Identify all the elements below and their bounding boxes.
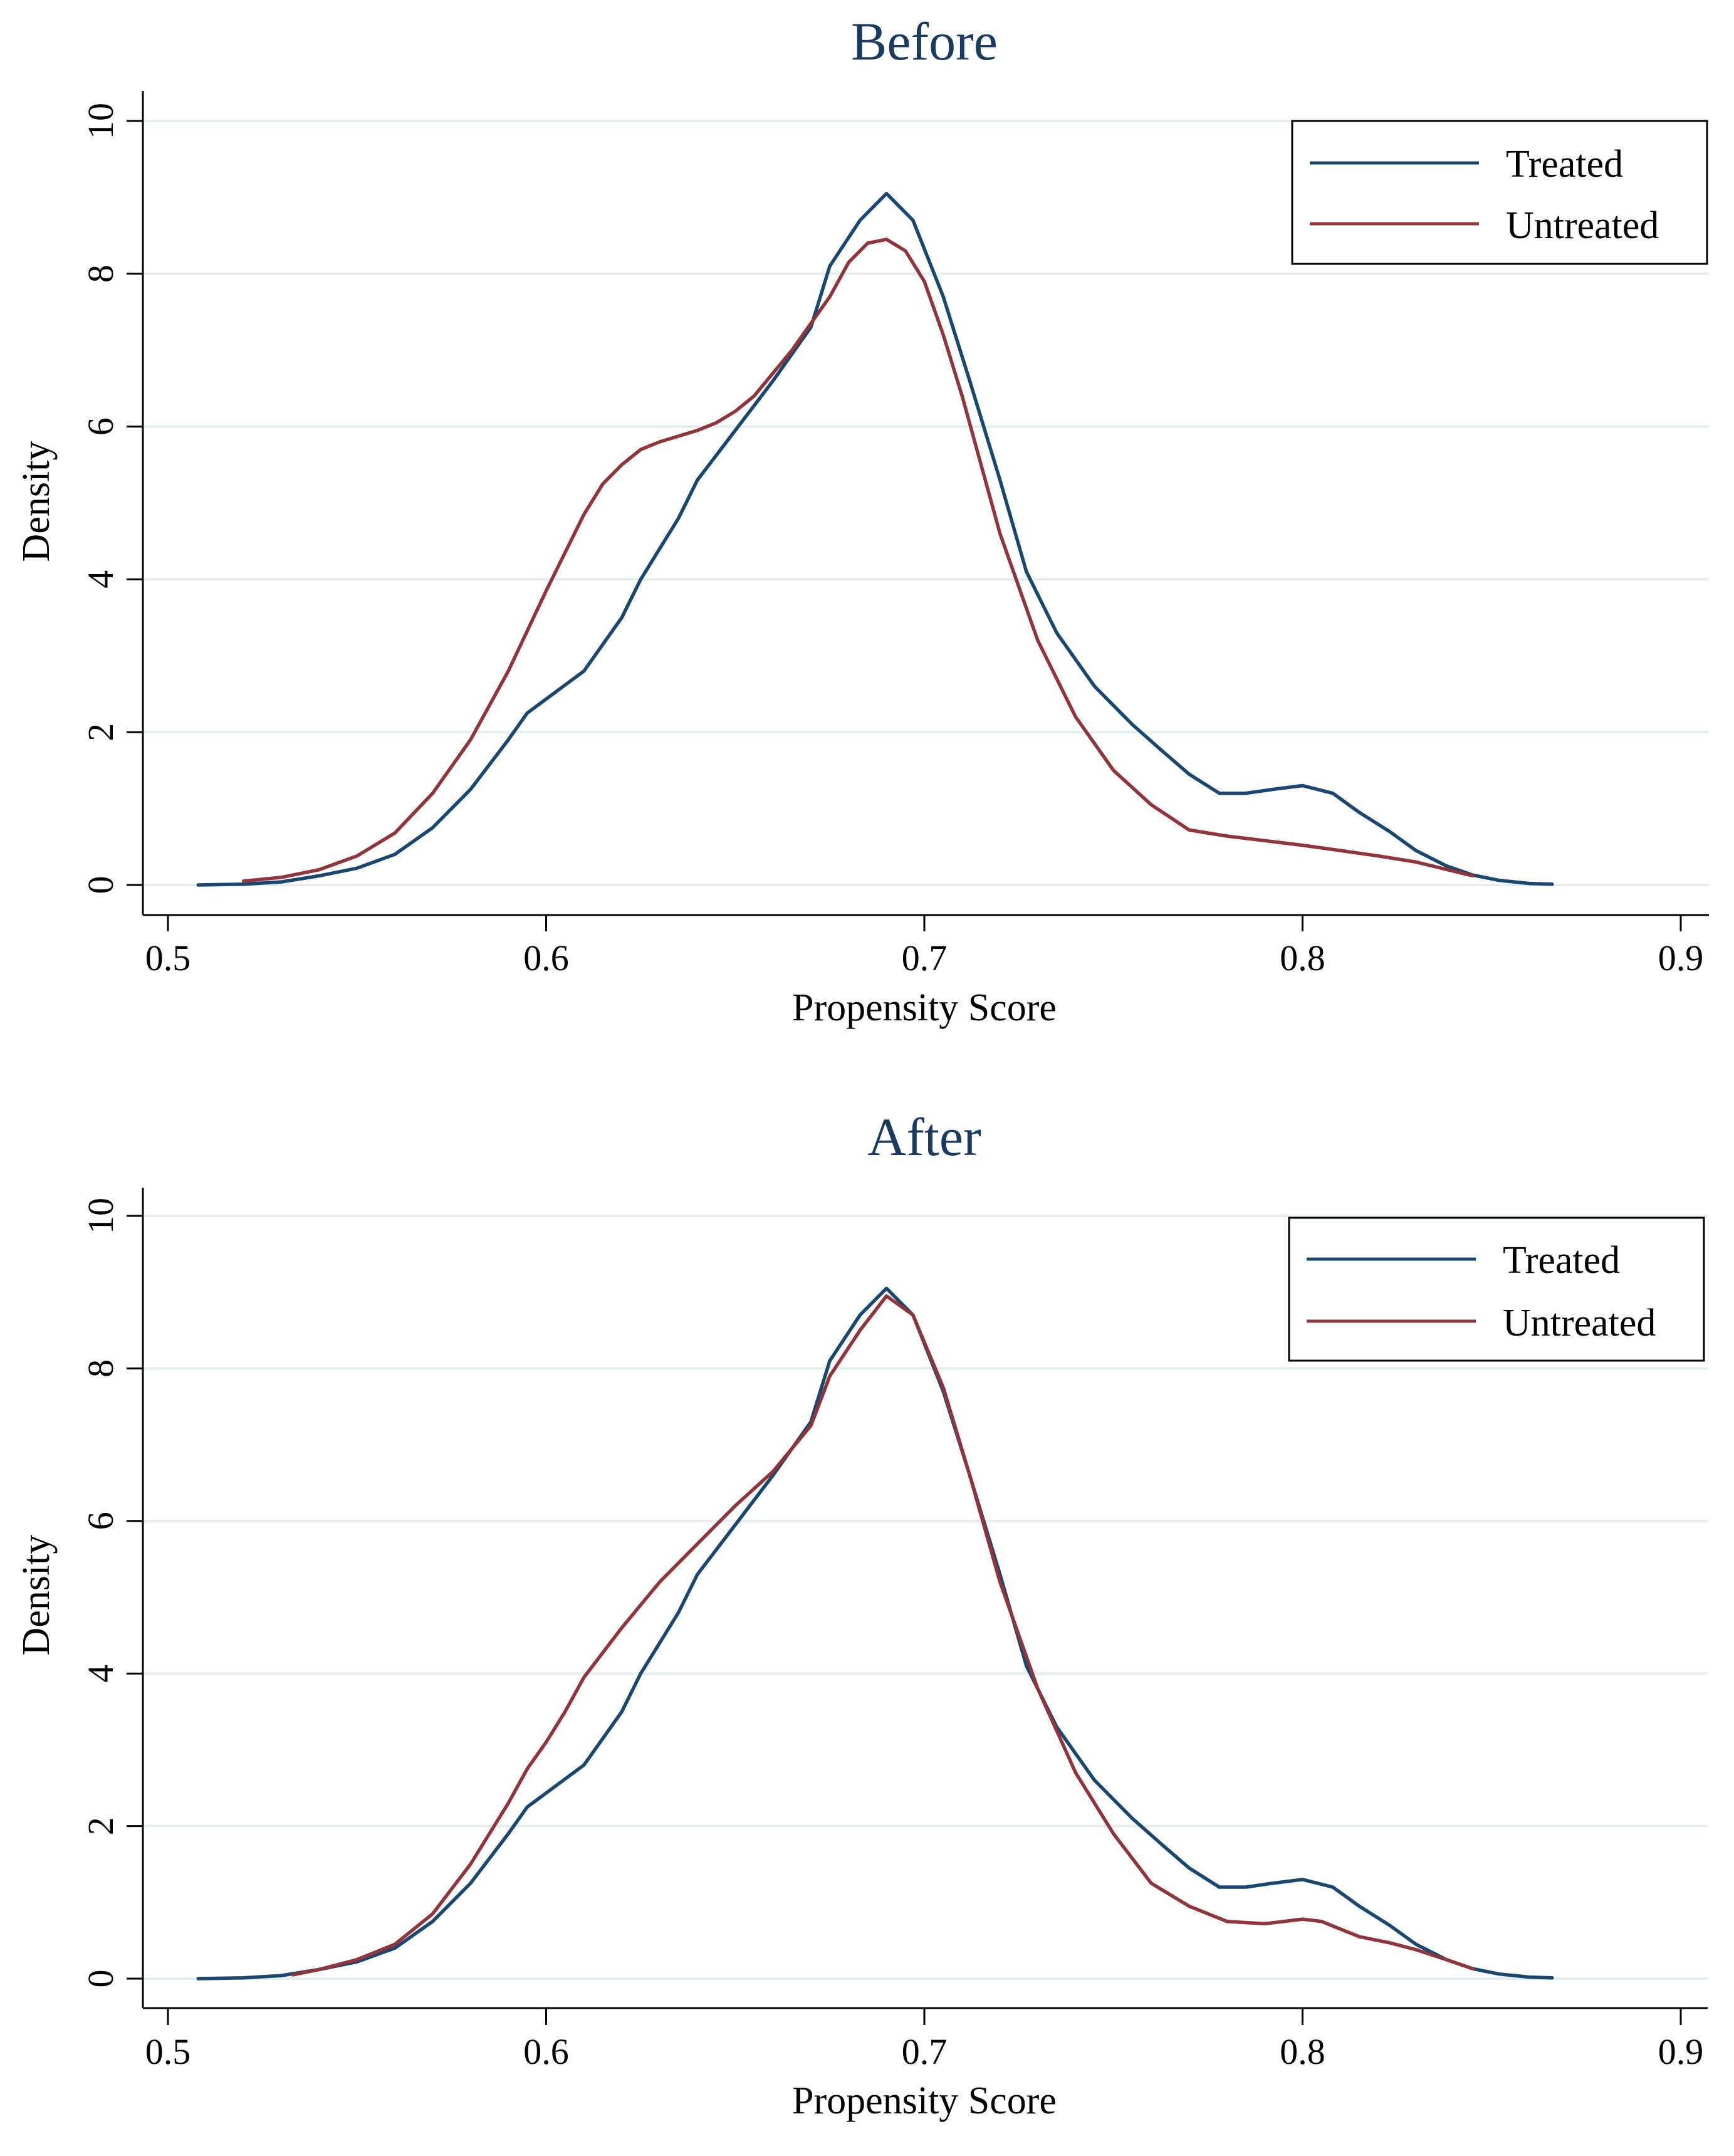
series-line-untreated bbox=[241, 238, 1475, 883]
legend-label-treated: Treated bbox=[1503, 1239, 1620, 1282]
y-tick-label: 0 bbox=[80, 876, 121, 894]
panel-before: Before 0 2 4 6 8 10 0.5 0.6 0.7 0.8 0.9 Density P… bbox=[15, 11, 1709, 1029]
x-tick-label: 0.8 bbox=[1280, 938, 1325, 978]
y-tick-label: 6 bbox=[80, 1512, 121, 1530]
y-tick-label: 4 bbox=[80, 570, 121, 589]
y-tick-label: 6 bbox=[80, 417, 121, 436]
x-ticks: 0.5 0.6 0.7 0.8 0.9 bbox=[145, 2009, 1704, 2072]
legend: Treated Untreated bbox=[1291, 120, 1708, 265]
legend: Treated Untreated bbox=[1288, 1217, 1705, 1362]
x-tick-label: 0.8 bbox=[1280, 2031, 1325, 2072]
y-axis-title: Density bbox=[15, 441, 58, 562]
x-ticks: 0.5 0.6 0.7 0.8 0.9 bbox=[145, 915, 1704, 978]
y-tick-label: 8 bbox=[80, 1359, 121, 1378]
series bbox=[196, 192, 1554, 887]
legend-box bbox=[1291, 120, 1708, 265]
series-line-treated bbox=[196, 192, 1554, 887]
x-axis-title: Propensity Score bbox=[792, 986, 1057, 1029]
y-axis-title: Density bbox=[15, 1535, 58, 1656]
x-tick-label: 0.9 bbox=[1658, 938, 1704, 978]
chart-title: After bbox=[867, 1107, 981, 1167]
y-tick-label: 4 bbox=[80, 1665, 121, 1683]
chart-title: Before bbox=[851, 11, 998, 71]
y-ticks: 0 2 4 6 8 10 bbox=[80, 103, 143, 894]
grid bbox=[143, 120, 1709, 886]
series bbox=[196, 1286, 1554, 1981]
panel-after: After 0 2 4 6 8 10 0.5 0.6 0.7 0.8 0.9 Density Pr… bbox=[15, 1107, 1708, 2122]
y-tick-label: 2 bbox=[80, 723, 121, 741]
y-tick-label: 0 bbox=[80, 1970, 121, 1988]
series-line-untreated bbox=[291, 1294, 1475, 1977]
legend-box bbox=[1288, 1217, 1705, 1362]
x-tick-label: 0.5 bbox=[145, 2031, 191, 2072]
y-ticks: 0 2 4 6 8 10 bbox=[80, 1198, 143, 1988]
x-tick-label: 0.7 bbox=[902, 2031, 948, 2072]
legend-label-untreated: Untreated bbox=[1506, 204, 1659, 247]
x-tick-label: 0.5 bbox=[145, 938, 191, 978]
grid bbox=[143, 1215, 1708, 1980]
series-line-treated bbox=[196, 1286, 1554, 1981]
y-tick-label: 10 bbox=[80, 1198, 121, 1234]
x-tick-label: 0.6 bbox=[523, 938, 569, 978]
x-axis-title: Propensity Score bbox=[792, 2080, 1057, 2122]
x-tick-label: 0.7 bbox=[902, 938, 948, 978]
y-tick-label: 2 bbox=[80, 1817, 121, 1835]
x-tick-label: 0.9 bbox=[1658, 2031, 1704, 2072]
legend-label-treated: Treated bbox=[1506, 143, 1623, 186]
legend-label-untreated: Untreated bbox=[1503, 1302, 1656, 1344]
y-tick-label: 10 bbox=[80, 103, 121, 139]
y-tick-label: 8 bbox=[80, 264, 121, 283]
x-tick-label: 0.6 bbox=[523, 2031, 569, 2072]
